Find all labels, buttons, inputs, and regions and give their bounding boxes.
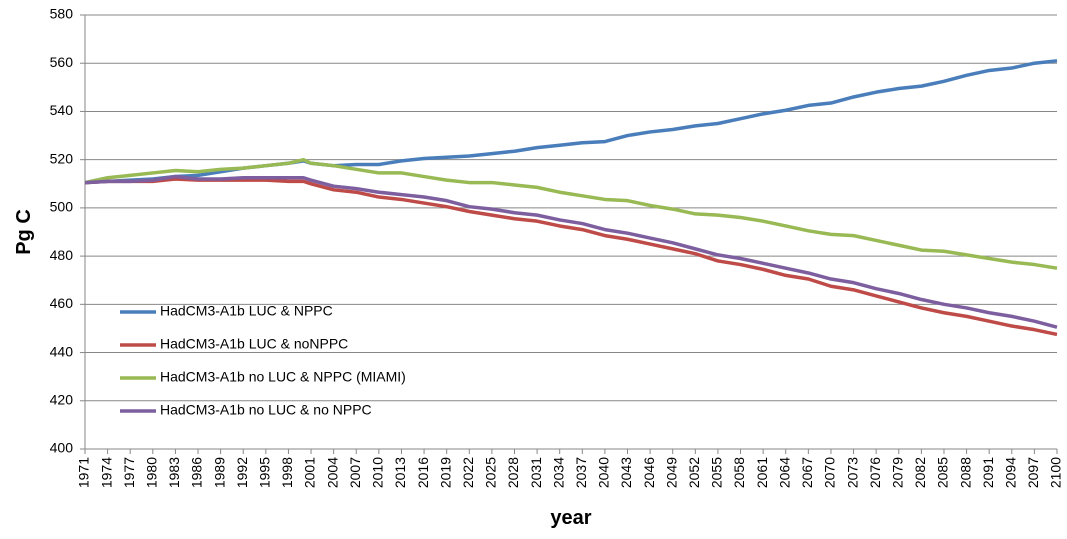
x-axis-title: year (550, 507, 591, 529)
y-tick-label: 560 (50, 54, 74, 70)
x-tick-label: 2094 (1002, 457, 1018, 488)
x-tick-label: 2028 (505, 457, 521, 488)
series-line (84, 157, 1058, 270)
x-tick-label: 2007 (347, 457, 363, 488)
x-tick-label: 2088 (957, 457, 973, 488)
x-tick-label: 2061 (754, 457, 770, 488)
x-tick-label: 2046 (641, 457, 657, 488)
y-tick-label: 420 (50, 391, 74, 407)
y-tick-label: 400 (50, 440, 74, 456)
x-tick-label: 2097 (1025, 457, 1041, 488)
x-tick-label: 2043 (618, 457, 634, 488)
x-tick-label: 1974 (98, 457, 114, 488)
x-tick-label: 2091 (980, 457, 996, 488)
x-tick-label: 2016 (415, 457, 431, 488)
x-tick-label: 2070 (822, 457, 838, 488)
x-tick-label: 2013 (392, 457, 408, 488)
y-tick-label: 520 (50, 150, 74, 166)
x-tick-label: 2100 (1048, 457, 1064, 488)
series-line (84, 177, 1058, 337)
x-tick-label: 1986 (189, 457, 205, 488)
y-tick-label: 500 (50, 199, 74, 215)
x-tick-label: 2034 (550, 457, 566, 488)
x-tick-label: 1998 (279, 457, 295, 488)
x-tick-label: 2010 (370, 457, 386, 488)
legend-label: HadCM3-A1b LUC & noNPPC (160, 336, 348, 352)
series-line (84, 59, 1058, 185)
x-tick-label: 2052 (686, 457, 702, 488)
x-tick-label: 2079 (889, 457, 905, 488)
x-tick-label: 2019 (437, 457, 453, 488)
x-tick-label: 1983 (166, 457, 182, 488)
x-tick-label: 1977 (121, 457, 137, 488)
x-tick-label: 2085 (935, 457, 951, 488)
x-tick-label: 2067 (799, 457, 815, 488)
y-tick-label: 540 (50, 102, 74, 118)
x-tick-label: 2040 (596, 457, 612, 488)
x-tick-label: 1995 (257, 457, 273, 488)
x-tick-label: 2022 (460, 457, 476, 488)
x-tick-label: 2031 (528, 457, 544, 488)
x-tick-label: 2049 (663, 457, 679, 488)
x-tick-label: 1992 (234, 457, 250, 488)
x-tick-label: 1980 (144, 457, 160, 488)
x-tick-label: 2073 (844, 457, 860, 488)
legend-label: HadCM3-A1b no LUC & NPPC (MIAMI) (160, 369, 406, 385)
y-tick-label: 440 (50, 343, 74, 359)
legend-label: HadCM3-A1b no LUC & no NPPC (160, 402, 372, 418)
x-tick-label: 2058 (731, 457, 747, 488)
x-tick-label: 2055 (709, 457, 725, 488)
y-tick-label: 580 (50, 6, 74, 22)
y-axis-title: Pg C (13, 209, 35, 255)
x-tick-label: 2037 (573, 457, 589, 488)
y-tick-label: 460 (50, 295, 74, 311)
x-tick-label: 1971 (76, 457, 92, 488)
x-tick-label: 1989 (211, 457, 227, 488)
series-line (84, 174, 1058, 329)
x-tick-label: 2025 (483, 457, 499, 488)
x-tick-label: 2064 (776, 457, 792, 488)
x-tick-label: 2004 (324, 457, 340, 488)
y-tick-label: 480 (50, 247, 74, 263)
x-tick-label: 2076 (867, 457, 883, 488)
legend-label: HadCM3-A1b LUC & NPPC (160, 303, 333, 319)
x-tick-label: 2082 (912, 457, 928, 488)
x-tick-label: 2001 (302, 457, 318, 488)
